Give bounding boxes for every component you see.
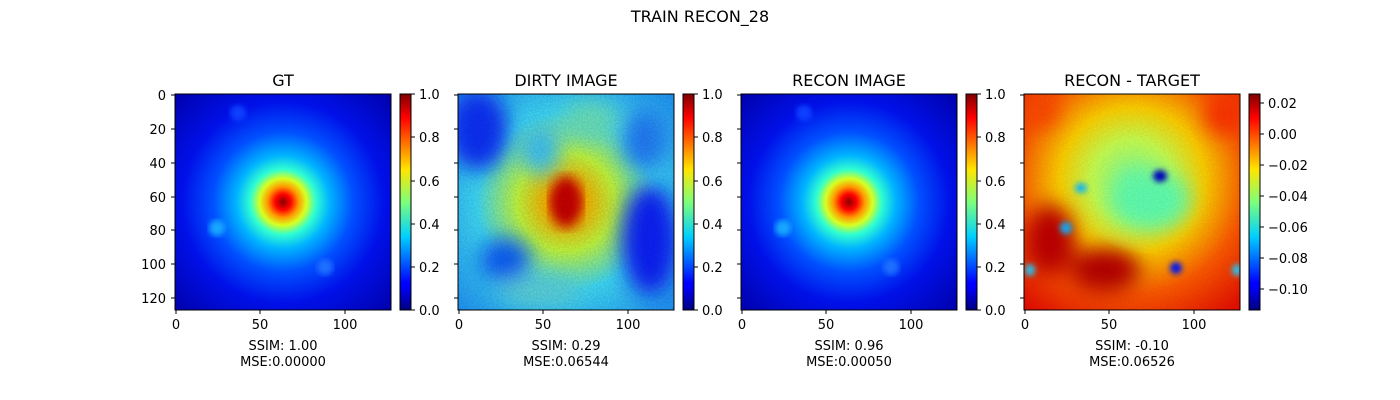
x-tick-label: 0 — [172, 318, 180, 333]
colorbar-tick-label: 0.8 — [985, 131, 1006, 146]
colorbar-tick-label: 1.0 — [419, 88, 440, 103]
colorbar: 0.0 0.2 0.4 0.6 0.8 1.0 — [682, 88, 723, 319]
heatmap-image — [741, 94, 957, 310]
colorbar-tick-label: 0.4 — [419, 218, 440, 233]
panel-title: GT — [272, 71, 294, 90]
x-tick-label: 100 — [899, 318, 924, 333]
colorbar-tick-label: 0.6 — [419, 175, 440, 190]
colorbar: 0.0 0.2 0.4 0.6 0.8 1.0 — [965, 88, 1006, 319]
mse-caption: MSE:0.06526 — [1089, 355, 1175, 370]
x-tick-label: 100 — [616, 318, 641, 333]
y-tick-label: 120 — [141, 292, 166, 307]
x-tick-label: 50 — [535, 318, 552, 333]
x-tick-label: 50 — [818, 318, 835, 333]
colorbar-tick-label: 1.0 — [702, 88, 723, 103]
figure-title: TRAIN RECON_28 — [630, 7, 769, 27]
colorbar-tick-label: 0.2 — [702, 261, 723, 276]
colorbar-tick-label: −0.08 — [1268, 252, 1308, 267]
y-axis-ticks — [454, 94, 458, 299]
colorbar-tick-label: −0.06 — [1268, 221, 1308, 236]
colorbar-tick-label: 0.6 — [985, 175, 1006, 190]
panel-gt: GT 0 50 100 0 20 40 60 8 — [141, 71, 440, 370]
y-tick-label: 40 — [149, 157, 166, 172]
x-axis: 0 50 100 — [1021, 310, 1207, 333]
ssim-caption: SSIM: 1.00 — [248, 339, 317, 354]
x-tick-label: 50 — [252, 318, 269, 333]
colorbar-tick-label: −0.04 — [1268, 190, 1308, 205]
heatmap-image — [1024, 94, 1240, 310]
colorbar-tick-label: 1.0 — [985, 88, 1006, 103]
x-tick-label: 100 — [333, 318, 358, 333]
mse-caption: MSE:0.06544 — [523, 355, 609, 370]
y-tick-label: 0 — [158, 89, 166, 104]
x-tick-label: 0 — [1021, 318, 1029, 333]
colorbar-tick-label: 0.4 — [702, 218, 723, 233]
heatmap-image — [175, 94, 391, 310]
colorbar-tick-label: 0.0 — [985, 304, 1006, 319]
colorbar-tick-label: 0.6 — [702, 175, 723, 190]
colorbar-tick-label: 0.02 — [1268, 97, 1297, 112]
ssim-caption: SSIM: 0.29 — [531, 339, 600, 354]
colorbar: 0.0 0.2 0.4 0.6 0.8 1.0 — [399, 88, 440, 319]
panel-title: RECON - TARGET — [1064, 71, 1200, 90]
y-axis: 0 20 40 60 80 100 120 — [141, 89, 175, 307]
colorbar-tick-label: −0.02 — [1268, 159, 1308, 174]
panel-recon-image: RECON IMAGE 0 50 100 — [737, 71, 1006, 370]
panel-dirty-image: DIRTY IMAGE 0 50 100 — [454, 71, 723, 370]
y-tick-label: 80 — [149, 224, 166, 239]
colorbar-tick-label: 0.8 — [702, 131, 723, 146]
y-tick-label: 100 — [141, 258, 166, 273]
y-tick-label: 20 — [149, 123, 166, 138]
colorbar-tick-label: −0.10 — [1268, 283, 1308, 298]
x-tick-label: 0 — [455, 318, 463, 333]
x-axis: 0 50 100 — [172, 310, 358, 333]
x-axis: 0 50 100 — [738, 310, 924, 333]
x-axis: 0 50 100 — [455, 310, 641, 333]
heatmap-image — [458, 94, 674, 310]
y-axis-ticks — [737, 94, 741, 299]
mse-caption: MSE:0.00050 — [806, 355, 892, 370]
colorbar-tick-label: 0.00 — [1268, 128, 1297, 143]
y-axis-ticks — [1020, 94, 1024, 299]
colorbar-tick-label: 0.2 — [419, 261, 440, 276]
panel-recon-minus-target: RECON - TARGET — [1020, 71, 1308, 370]
colorbar-tick-label: 0.0 — [419, 304, 440, 319]
mse-caption: MSE:0.00000 — [240, 355, 326, 370]
colorbar-tick-label: 0.0 — [702, 304, 723, 319]
colorbar: 0.02 0.00 −0.02 −0.04 −0.06 −0.08 −0.10 — [1248, 93, 1308, 311]
panel-title: DIRTY IMAGE — [514, 71, 617, 90]
colorbar-tick-label: 0.2 — [985, 261, 1006, 276]
colorbar-tick-label: 0.4 — [985, 218, 1006, 233]
colorbar-tick-label: 0.8 — [419, 131, 440, 146]
panel-title: RECON IMAGE — [792, 71, 906, 90]
x-tick-label: 0 — [738, 318, 746, 333]
ssim-caption: SSIM: 0.96 — [814, 339, 883, 354]
y-tick-label: 60 — [149, 191, 166, 206]
x-tick-label: 50 — [1101, 318, 1118, 333]
x-tick-label: 100 — [1182, 318, 1207, 333]
ssim-caption: SSIM: -0.10 — [1095, 339, 1169, 354]
